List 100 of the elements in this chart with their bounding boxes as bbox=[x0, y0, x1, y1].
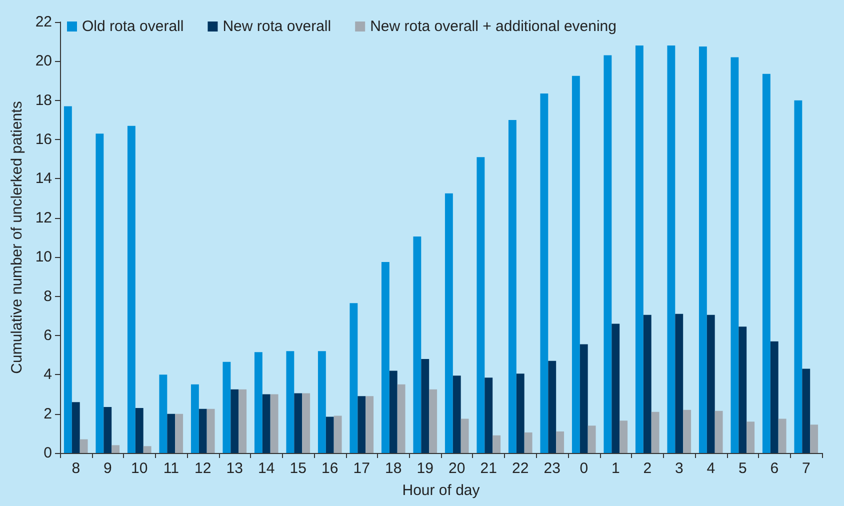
x-tick-label: 19 bbox=[416, 460, 434, 477]
x-tick-label: 17 bbox=[353, 460, 370, 477]
x-tick-label: 13 bbox=[226, 460, 243, 477]
bar bbox=[643, 314, 652, 453]
y-tick-label: 2 bbox=[44, 405, 52, 422]
bar bbox=[444, 193, 453, 453]
x-tick-label: 16 bbox=[322, 460, 338, 477]
bar bbox=[350, 303, 358, 453]
bar bbox=[270, 394, 278, 453]
bar bbox=[421, 358, 430, 453]
legend-label: Old rota overall bbox=[82, 18, 184, 35]
x-tick-label: 8 bbox=[72, 460, 80, 477]
x-tick-label: 21 bbox=[480, 460, 497, 477]
y-axis-title: Cumulative number of unclerked patients bbox=[8, 101, 26, 374]
bar bbox=[230, 389, 239, 453]
x-tick-label: 2 bbox=[643, 460, 652, 477]
y-tick-label: 8 bbox=[44, 288, 52, 305]
x-axis-title: Hour of day bbox=[402, 482, 480, 499]
bar bbox=[334, 416, 342, 453]
bar bbox=[604, 55, 612, 453]
bar bbox=[572, 76, 580, 453]
bar bbox=[730, 57, 739, 453]
bar bbox=[302, 393, 310, 453]
bar bbox=[397, 384, 406, 453]
y-tick-label: 14 bbox=[35, 170, 52, 188]
bar bbox=[222, 362, 231, 453]
y-tick-label: 18 bbox=[35, 92, 52, 109]
bar bbox=[206, 408, 215, 453]
bar bbox=[80, 439, 88, 453]
x-tick-label: 14 bbox=[258, 460, 275, 477]
x-tick-label: 9 bbox=[103, 460, 112, 477]
x-tick-label: 11 bbox=[163, 460, 179, 477]
y-tick-label: 0 bbox=[44, 444, 52, 462]
bar bbox=[381, 262, 390, 453]
bar bbox=[175, 414, 184, 453]
bar bbox=[492, 435, 501, 453]
bar bbox=[810, 424, 818, 453]
y-tick-label: 20 bbox=[35, 52, 52, 70]
bar bbox=[762, 74, 770, 453]
bar bbox=[429, 389, 438, 453]
bar bbox=[588, 426, 596, 453]
bar bbox=[556, 431, 564, 453]
bar bbox=[167, 414, 176, 453]
x-tick-label: 10 bbox=[131, 460, 148, 477]
bar bbox=[746, 422, 755, 453]
bar bbox=[198, 408, 207, 453]
bar bbox=[452, 376, 461, 453]
bar bbox=[580, 344, 588, 453]
bar bbox=[476, 157, 485, 453]
x-tick-label: 20 bbox=[448, 460, 466, 477]
bar bbox=[651, 412, 660, 453]
y-tick-label: 16 bbox=[35, 131, 52, 148]
x-tick-label: 1 bbox=[611, 460, 620, 477]
bar bbox=[540, 94, 548, 453]
bar bbox=[794, 100, 802, 453]
y-tick-label: 6 bbox=[44, 326, 52, 344]
bar bbox=[635, 46, 644, 453]
bar bbox=[238, 389, 247, 453]
legend-label: New rota overall bbox=[222, 18, 332, 35]
x-tick-label: 6 bbox=[770, 460, 779, 477]
y-tick-label: 22 bbox=[35, 14, 52, 30]
bar bbox=[778, 418, 786, 453]
y-tick-label: 10 bbox=[35, 248, 52, 266]
bar bbox=[706, 314, 715, 453]
x-tick-label: 4 bbox=[706, 460, 716, 477]
bar bbox=[190, 384, 199, 453]
bar bbox=[112, 445, 120, 453]
bar bbox=[484, 378, 493, 453]
bar bbox=[516, 374, 524, 453]
bar bbox=[612, 324, 620, 453]
bar bbox=[667, 46, 676, 453]
x-tick-label: 15 bbox=[290, 460, 306, 477]
bar bbox=[770, 341, 778, 453]
bar bbox=[508, 120, 516, 453]
y-tick-label: 12 bbox=[35, 209, 52, 226]
bar bbox=[143, 446, 152, 453]
bar bbox=[738, 326, 747, 453]
bar bbox=[96, 134, 104, 453]
x-tick-label: 12 bbox=[194, 460, 212, 477]
bar bbox=[675, 314, 684, 453]
bar bbox=[286, 351, 294, 453]
bar bbox=[326, 416, 334, 453]
legend-label: New rota overall + additional evening bbox=[370, 18, 616, 35]
bar bbox=[254, 352, 262, 453]
x-tick-label: 5 bbox=[738, 460, 747, 477]
bar bbox=[262, 394, 270, 453]
bar bbox=[318, 351, 326, 453]
x-tick-label: 0 bbox=[580, 460, 588, 477]
bar bbox=[460, 418, 469, 453]
bar bbox=[135, 408, 144, 453]
bar bbox=[389, 370, 398, 453]
bar bbox=[127, 126, 136, 453]
bar bbox=[620, 420, 628, 453]
bar bbox=[294, 393, 302, 453]
bar bbox=[104, 406, 112, 453]
x-tick-label: 3 bbox=[674, 460, 684, 477]
x-tick-label: 7 bbox=[802, 460, 810, 477]
x-tick-label: 22 bbox=[512, 460, 529, 477]
x-tick-label: 23 bbox=[544, 460, 560, 477]
bar bbox=[413, 236, 422, 453]
